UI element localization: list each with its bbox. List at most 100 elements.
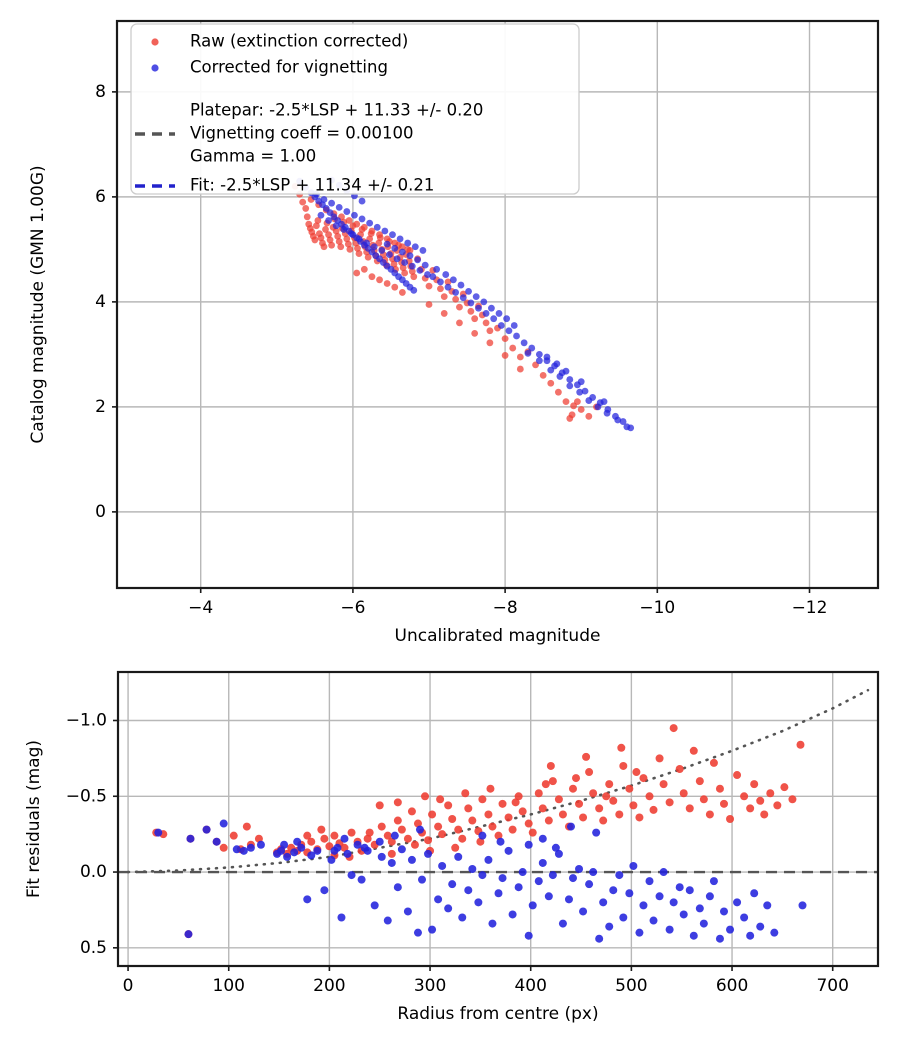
data-point (632, 768, 641, 777)
data-point (556, 373, 564, 380)
data-point (689, 746, 698, 755)
data-point (444, 278, 452, 286)
data-point (303, 831, 312, 840)
data-point (576, 388, 584, 396)
data-point (599, 816, 608, 825)
data-point (343, 849, 352, 858)
legend-label: Fit: -2.5*LSP + 11.34 +/- 0.21 (190, 176, 434, 195)
data-point (398, 289, 406, 296)
data-point (750, 889, 759, 898)
legend-entry-5[interactable]: Fit: -2.5*LSP + 11.34 +/- 0.21 (135, 176, 434, 195)
data-point (539, 371, 547, 379)
data-point (320, 834, 329, 843)
data-point (679, 910, 688, 919)
data-point (623, 423, 631, 431)
axes-frame (116, 670, 880, 968)
data-point (524, 931, 533, 940)
data-point (546, 761, 555, 770)
data-point (322, 226, 329, 233)
data-point (434, 895, 443, 904)
data-point (397, 845, 406, 854)
y-tick-label: 0 (95, 502, 106, 522)
data-point (410, 286, 418, 294)
data-point (399, 264, 407, 272)
data-point (373, 223, 381, 231)
data-point (246, 843, 255, 852)
data-point (609, 796, 618, 805)
data-point (553, 360, 561, 368)
data-point (562, 398, 570, 406)
x-tick-label: 0 (123, 976, 134, 996)
data-point (347, 230, 355, 238)
y-tick-label: −1.0 (66, 710, 107, 730)
y-axis-label: Catalog magnitude (GMN 1.00G) (28, 165, 48, 443)
data-point (589, 789, 598, 798)
data-point (406, 247, 414, 254)
data-point (514, 792, 523, 801)
data-point (490, 315, 498, 323)
data-point (564, 895, 573, 904)
data-point (705, 892, 714, 901)
data-point (655, 754, 664, 763)
data-point (575, 865, 584, 874)
data-point (461, 789, 470, 798)
data-point (508, 910, 517, 919)
legend-entry-1[interactable]: Corrected for vignetting (151, 58, 388, 77)
data-point (397, 825, 406, 834)
data-point (465, 287, 472, 295)
data-point (581, 387, 589, 395)
data-point (454, 852, 463, 861)
data-point (486, 327, 494, 335)
y-tick-label: −0.5 (66, 786, 107, 806)
data-point (425, 282, 433, 290)
data-point (383, 240, 391, 248)
data-point (538, 804, 547, 813)
data-point (413, 819, 422, 828)
data-point (277, 846, 286, 855)
data-point (424, 836, 433, 845)
data-point (494, 831, 503, 840)
legend-entry-2[interactable]: Platepar: -2.5*LSP + 11.33 +/- 0.20 (190, 101, 483, 120)
data-point (798, 901, 807, 910)
data-point (501, 335, 509, 343)
data-point (740, 792, 749, 801)
data-point (763, 901, 772, 910)
data-point (575, 799, 584, 808)
data-point (594, 403, 602, 411)
data-point (645, 877, 654, 886)
legend-label: Platepar: -2.5*LSP + 11.33 +/- 0.20 (190, 101, 483, 120)
data-point (484, 810, 493, 819)
data-point (592, 828, 601, 837)
data-point (605, 780, 614, 789)
data-point (572, 774, 581, 783)
legend-entry-0[interactable]: Raw (extinction corrected) (151, 32, 408, 51)
data-point (408, 268, 416, 275)
data-point (719, 907, 728, 916)
data-point (635, 813, 644, 822)
data-point (585, 880, 594, 889)
axes-frame (115, 19, 880, 590)
legend-entry-3[interactable]: Vignetting coeff = 0.00100 (135, 124, 414, 143)
data-point (456, 319, 463, 327)
data-point (685, 886, 694, 895)
data-point (307, 851, 316, 860)
data-point (504, 813, 513, 822)
data-point (568, 784, 577, 793)
data-point (538, 858, 547, 867)
data-point (355, 250, 363, 257)
data-point (548, 871, 557, 880)
data-point (685, 804, 694, 813)
data-point (726, 925, 735, 934)
data-point (456, 303, 463, 311)
legend-entry-4[interactable]: Gamma = 1.00 (190, 147, 316, 166)
data-point (330, 846, 339, 855)
data-point (780, 783, 789, 792)
data-point (464, 804, 473, 813)
data-point (363, 239, 371, 247)
data-point (407, 855, 416, 864)
data-point (332, 222, 340, 230)
data-point (451, 843, 460, 852)
x-tick-label: −6 (340, 598, 365, 618)
x-tick-label: 600 (716, 976, 748, 996)
